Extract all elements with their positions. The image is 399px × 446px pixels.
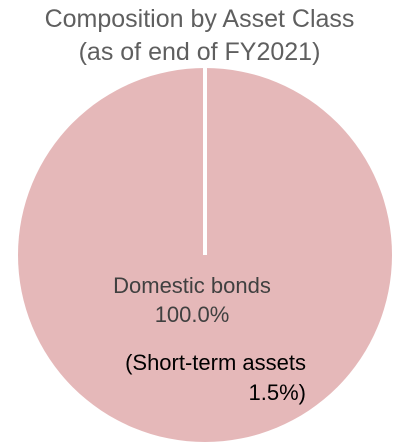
chart-title-line-2: (as of end of FY2021) <box>78 38 321 66</box>
chart-title-line-1: Composition by Asset Class <box>44 5 355 33</box>
slice-label-domestic-bonds: Domestic bonds <box>113 273 271 298</box>
annotation-label-short-term-assets: (Short-term assets <box>125 350 306 375</box>
slice-value-domestic-bonds: 100.0% <box>155 302 230 327</box>
annotation-value-short-term-assets: 1.5%) <box>249 380 306 405</box>
